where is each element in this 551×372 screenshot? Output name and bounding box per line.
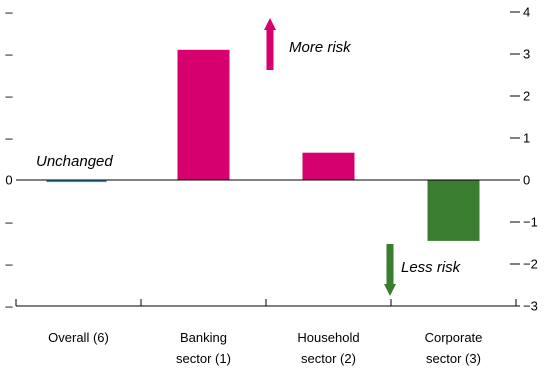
y-tick-label-right: −3 [523, 299, 538, 314]
y-tick-label-right: 0 [523, 173, 530, 188]
more-risk-label: More risk [289, 39, 352, 56]
y-tick-label-left: – [5, 47, 13, 62]
category-label: sector (3) [426, 351, 481, 366]
bar [302, 152, 355, 180]
y-tick-label-left: – [5, 131, 13, 146]
y-tick-label-right: −1 [523, 215, 538, 230]
unchanged-label: Unchanged [36, 153, 113, 170]
y-tick-label-left: – [5, 89, 13, 104]
y-tick-label-right: 4 [523, 5, 530, 20]
y-tick-label-left: 0 [5, 173, 12, 188]
bar [177, 49, 230, 180]
less-risk-arrow-head [384, 284, 396, 296]
y-tick-label-right: −2 [523, 257, 538, 272]
y-tick-label-left: – [5, 257, 13, 272]
y-tick-label-left: – [5, 299, 13, 314]
y-tick-label-right: 1 [523, 131, 530, 146]
more-risk-arrow-head [264, 18, 276, 30]
y-tick-label-left: – [5, 5, 13, 20]
y-tick-label-left: – [5, 215, 13, 230]
category-label: sector (1) [176, 351, 231, 366]
bars [46, 49, 480, 241]
annotations: More risk Less risk Unchanged [36, 18, 462, 296]
category-label: Overall (6) [48, 330, 109, 345]
category-label: Corporate [425, 330, 483, 345]
bar [46, 180, 107, 183]
category-label: Household [297, 330, 359, 345]
y-tick-label-right: 3 [523, 47, 530, 62]
bar [427, 180, 480, 241]
y-tick-label-right: 2 [523, 89, 530, 104]
axes: 4 – 3 – 2 – 1 – 0 0 −1 – −2 – −3 – Overall (6) Banking sec… [5, 5, 537, 367]
category-label: sector (2) [301, 351, 356, 366]
less-risk-label: Less risk [401, 259, 462, 276]
category-label: Banking [180, 330, 227, 345]
